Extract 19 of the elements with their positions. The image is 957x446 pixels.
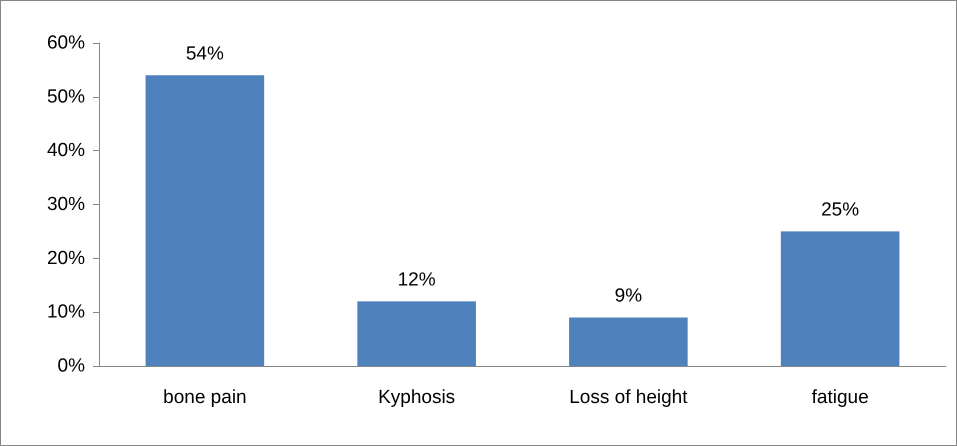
data-label: 9% (614, 286, 642, 307)
y-tick-label: 20% (46, 248, 86, 269)
data-label: 54% (186, 43, 224, 64)
x-tick-label: fatigue (812, 387, 869, 408)
y-tick-label: 50% (46, 86, 86, 108)
y-tick-label: 10% (46, 302, 86, 323)
y-tick-label: 30% (46, 194, 86, 215)
bar (569, 318, 688, 366)
data-label: 25% (821, 199, 860, 220)
x-tick-label: Kyphosis (378, 387, 456, 408)
x-tick-label: Loss of height (569, 387, 688, 408)
y-tick-label: 0% (58, 356, 86, 376)
x-tick-label: bone pain (163, 387, 247, 408)
bar (146, 75, 264, 366)
y-tick-label: 60% (46, 32, 86, 54)
data-label: 12% (398, 269, 436, 290)
bar (780, 231, 900, 366)
y-tick-label: 40% (46, 140, 86, 162)
bar (357, 301, 476, 366)
